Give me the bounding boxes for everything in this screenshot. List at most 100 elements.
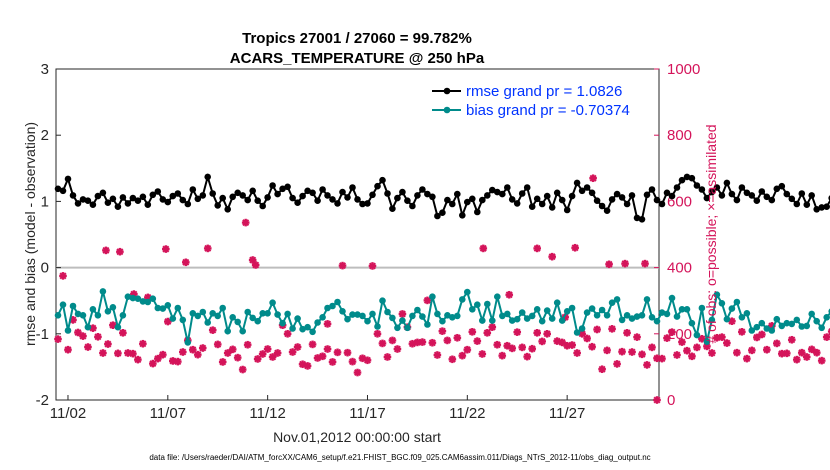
bias-data-point: [479, 317, 486, 324]
obs-marker-stroke: [788, 336, 796, 344]
obs-count-marker: [438, 327, 447, 335]
bias-data-point: [154, 304, 162, 312]
bias-data-point: [439, 317, 446, 325]
legend-bias-label: bias grand pr = -0.70374: [466, 102, 630, 119]
x-tick-label: 11/22: [449, 405, 485, 422]
obs-marker-stroke: [433, 351, 441, 359]
bias-data-point: [783, 319, 791, 327]
rmse-data-point: [653, 196, 661, 204]
rmse-data-point: [643, 191, 651, 199]
bias-data-point: [349, 311, 356, 318]
bias-data-point: [508, 317, 516, 324]
rmse-data-point: [409, 202, 416, 210]
bias-data-point: [593, 312, 601, 319]
obs-count-marker: [748, 346, 756, 355]
bias-data-point: [683, 306, 691, 313]
obs-marker-stroke: [498, 352, 506, 360]
right-tick-label: 1000: [667, 61, 700, 78]
obs-marker-stroke: [543, 330, 551, 338]
obs-marker-stroke: [533, 329, 541, 337]
bias-data-point: [703, 338, 711, 346]
obs-count-marker: [443, 336, 452, 345]
obs-marker-stroke: [518, 343, 526, 351]
obs-count-marker: [248, 256, 257, 264]
bias-data-point: [164, 302, 172, 309]
obs-count-marker: [328, 358, 337, 366]
bias-data-point: [294, 315, 301, 322]
obs-count-marker: [293, 343, 302, 351]
obs-count-marker: [538, 337, 546, 346]
rmse-data-point: [164, 198, 172, 206]
obs-marker-stroke: [194, 351, 202, 359]
rmse-data-point: [309, 189, 316, 197]
bias-data-point: [424, 321, 431, 328]
obs-marker-stroke: [259, 350, 267, 358]
bias-data-point: [194, 312, 202, 320]
bias-data-point: [249, 314, 256, 322]
rmse-data-point: [523, 184, 531, 191]
bias-data-point: [459, 296, 466, 303]
bias-data-point: [209, 310, 216, 317]
bias-data-point: [244, 308, 251, 316]
rmse-data-point: [663, 189, 671, 197]
bias-data-point: [668, 294, 676, 302]
right-tick-label: 400: [667, 260, 692, 277]
x-tick-label: 11/07: [150, 405, 186, 422]
bias-data-point: [643, 296, 651, 303]
bias-data-point: [713, 291, 721, 299]
left-tick-label: -1: [36, 326, 49, 343]
obs-count-marker: [228, 345, 237, 354]
obs-count-marker: [668, 328, 676, 336]
rmse-data-point: [194, 195, 202, 203]
rmse-data-point: [364, 200, 371, 207]
obs-marker-stroke: [453, 334, 461, 342]
obs-count-marker: [258, 350, 267, 358]
rmse-data-point: [818, 204, 825, 211]
obs-count-marker: [323, 345, 332, 353]
rmse-data-point: [349, 184, 356, 191]
bias-data-point: [738, 314, 746, 321]
obs-marker-stroke: [242, 219, 250, 227]
bias-data-point: [234, 318, 241, 326]
bias-data-point: [109, 304, 117, 311]
bias-data-point: [678, 306, 686, 313]
bias-data-point: [578, 325, 586, 332]
rmse-data-point: [199, 192, 207, 199]
obs-count-marker: [493, 340, 502, 349]
obs-count-marker: [498, 351, 507, 360]
rmse-data-point: [244, 196, 251, 204]
rmse-data-point: [239, 192, 246, 199]
obs-marker-stroke: [818, 357, 826, 365]
obs-count-marker: [363, 356, 372, 365]
obs-marker-stroke: [373, 330, 381, 338]
obs-count-marker: [188, 345, 197, 354]
rmse-data-point: [229, 193, 236, 201]
bias-data-point: [264, 310, 271, 317]
rmse-data-point: [778, 182, 786, 190]
obs-marker-stroke: [608, 325, 616, 333]
rmse-data-point: [688, 174, 696, 182]
obs-marker-stroke: [116, 248, 124, 256]
bias-data-point: [89, 306, 97, 313]
obs-count-marker: [323, 320, 332, 328]
rmse-data-point: [708, 188, 716, 196]
obs-marker-stroke: [593, 325, 601, 334]
bias-data-point: [54, 312, 62, 319]
bias-data-point: [369, 310, 376, 318]
obs-count-marker: [308, 340, 317, 349]
x-tick-label: 11/27: [549, 405, 585, 422]
rmse-data-point: [753, 197, 761, 204]
rmse-data-point: [733, 196, 741, 204]
obs-marker-stroke: [79, 332, 87, 340]
obs-count-marker: [268, 353, 277, 361]
obs-count-marker: [208, 326, 217, 334]
bias-data-point: [733, 298, 741, 306]
bias-data-point: [374, 323, 381, 330]
legend-bias-marker: [443, 106, 451, 114]
bias-data-point: [718, 300, 726, 307]
obs-marker-stroke: [174, 358, 182, 366]
obs-marker-stroke: [334, 348, 342, 356]
obs-marker-stroke: [528, 345, 536, 353]
bias-data-point: [344, 315, 351, 323]
bias-data-point: [364, 317, 371, 325]
